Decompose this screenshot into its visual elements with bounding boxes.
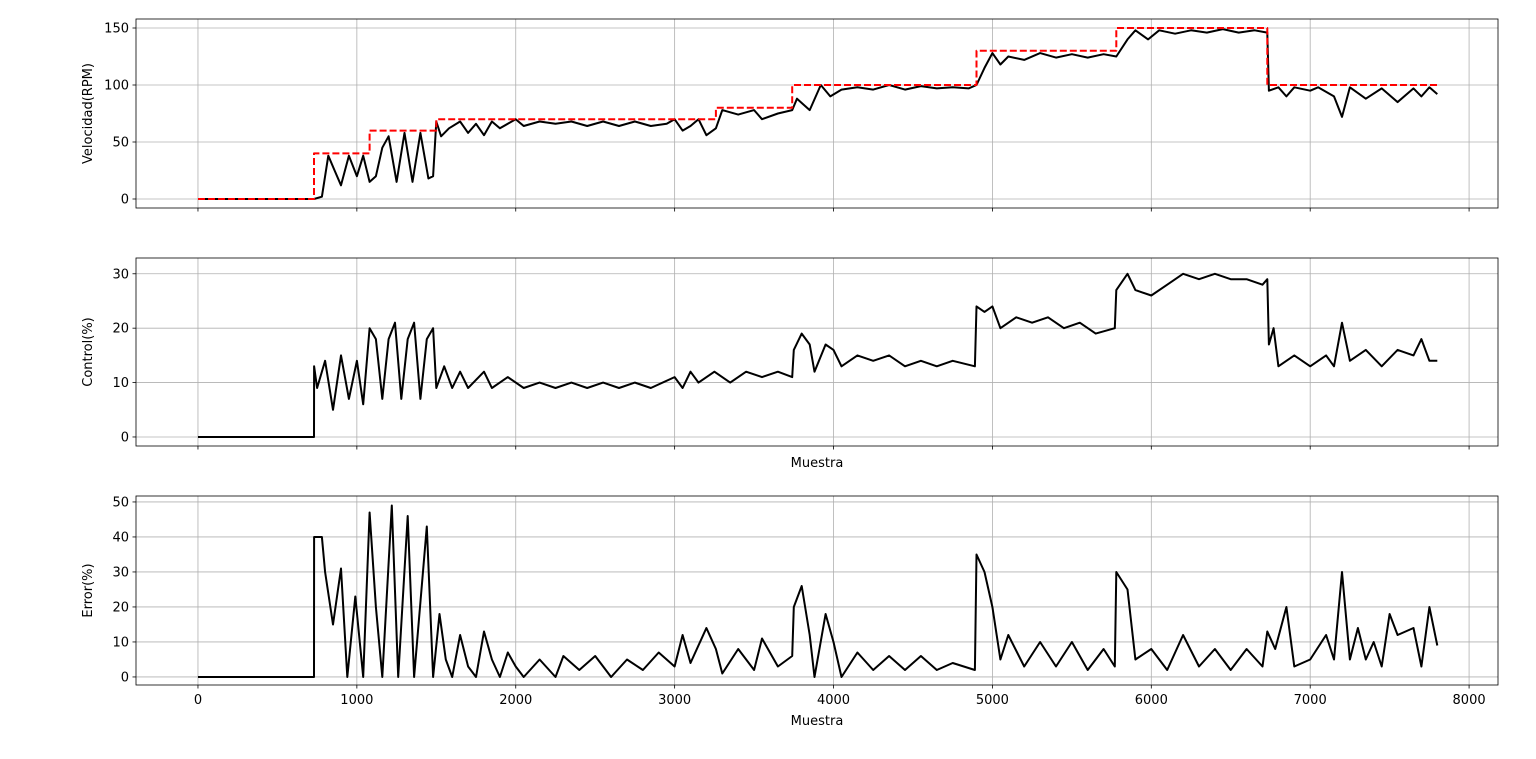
x-tick-label: 1000 [340, 693, 373, 708]
x-tick-label: 0 [194, 693, 202, 708]
series-line [198, 28, 1438, 200]
y-axis-label: Control(%) [81, 317, 96, 387]
series-line [198, 272, 1438, 438]
y-tick-label: 0 [121, 192, 129, 207]
x-tick-label: 2000 [499, 693, 532, 708]
y-axis-label: Velocidad(RPM) [81, 63, 96, 164]
axes-frame [135, 495, 1499, 686]
y-tick-label: 10 [112, 376, 129, 391]
y-tick-label: 20 [112, 322, 129, 337]
x-tick-label: 8000 [1453, 693, 1486, 708]
y-tick-label: 50 [112, 495, 129, 510]
y-tick-label: 100 [104, 79, 129, 94]
x-tick-label: 6000 [1135, 693, 1168, 708]
x-tick-label: 5000 [976, 693, 1009, 708]
y-axis-label: Error(%) [81, 563, 96, 617]
axes-frame [135, 18, 1499, 209]
y-tick-label: 20 [112, 600, 129, 615]
series-line [198, 27, 1438, 200]
y-tick-label: 30 [112, 565, 129, 580]
y-tick-label: 150 [104, 22, 129, 37]
axes-frame [135, 257, 1499, 447]
y-tick-label: 0 [121, 670, 129, 685]
x-axis-label: Muestra [791, 456, 844, 471]
x-tick-label: 4000 [817, 693, 850, 708]
y-tick-label: 0 [121, 430, 129, 445]
y-tick-label: 40 [112, 530, 129, 545]
x-axis-label: Muestra [791, 714, 844, 729]
x-tick-label: 7000 [1294, 693, 1327, 708]
y-tick-label: 10 [112, 635, 129, 650]
series-line [198, 504, 1439, 678]
y-tick-label: 30 [112, 267, 129, 282]
x-tick-label: 3000 [658, 693, 691, 708]
y-tick-label: 50 [112, 135, 129, 150]
